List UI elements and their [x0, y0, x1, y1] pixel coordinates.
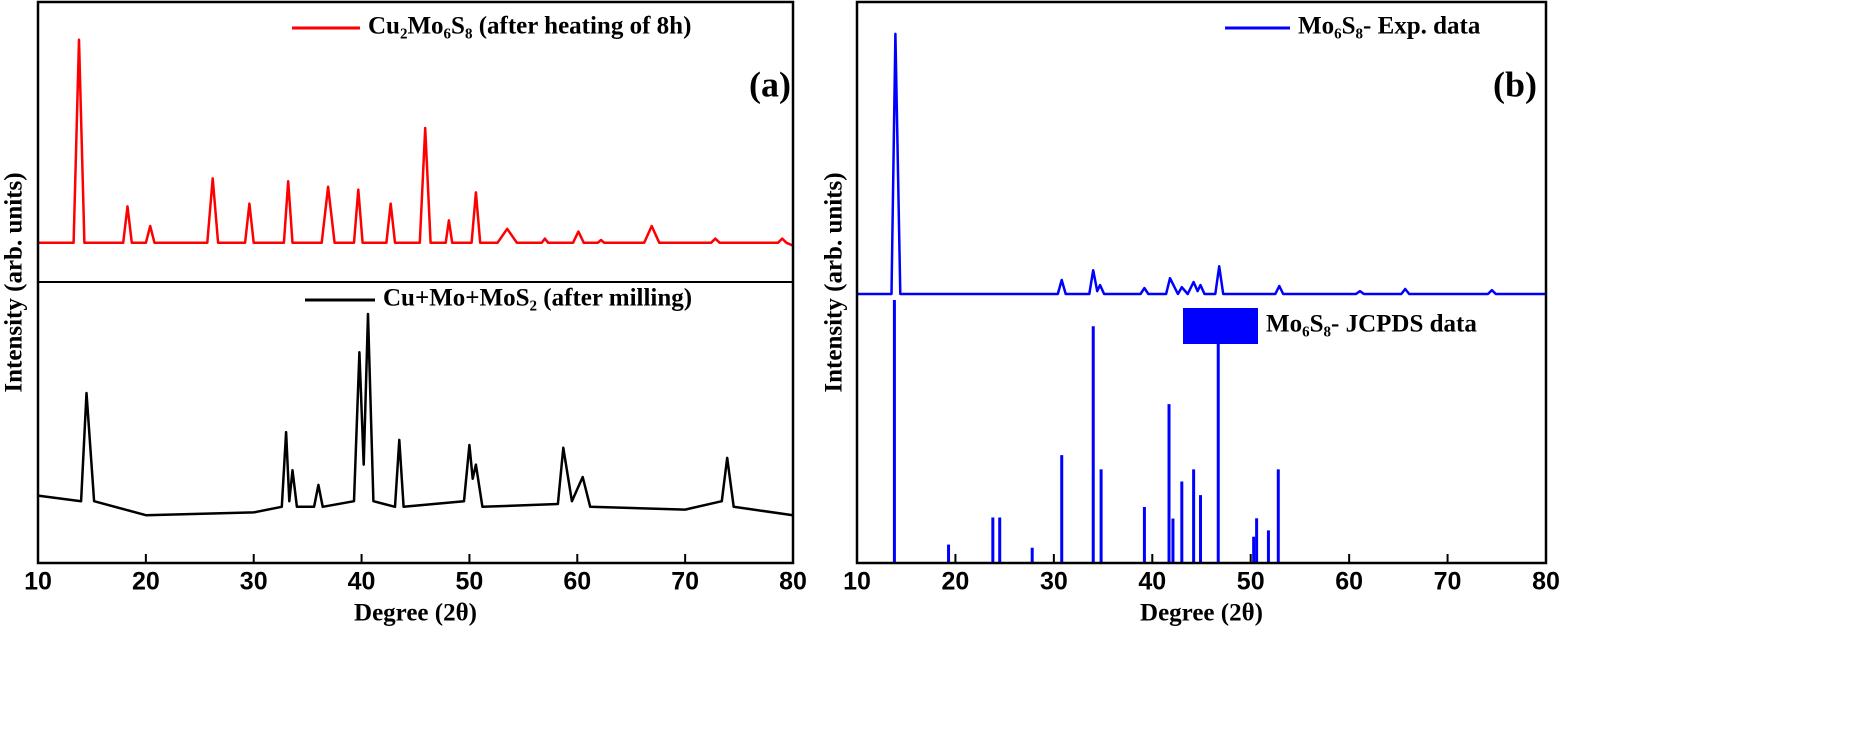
plot-frame: [855, 0, 1548, 565]
spectrum-line: [38, 38, 794, 247]
panel-label: (b): [1493, 64, 1537, 104]
x-tick-label: 80: [1532, 568, 1560, 596]
y-axis-label: Intensity (arb. units): [1, 172, 28, 392]
plot-frame: [36, 0, 795, 565]
x-tick-label: 50: [456, 568, 484, 596]
x-axis-label: Degree (2θ): [1140, 600, 1263, 627]
legend-label: Mo₆S₈- JCPDS data: [1266, 311, 1477, 338]
x-tick-label: 60: [563, 568, 591, 596]
x-tick-label: 10: [24, 568, 52, 596]
panel-label: (a): [749, 64, 791, 104]
x-tick-label: 40: [1138, 568, 1166, 596]
x-tick-label: 20: [132, 568, 160, 596]
x-tick-label: 30: [1040, 568, 1068, 596]
x-tick-label: 80: [779, 568, 807, 596]
spectrum-line: [37, 312, 794, 517]
legend-label: Cu+Mo+MoS₂ (after milling): [383, 285, 692, 312]
x-tick-label: 30: [240, 568, 268, 596]
x-tick-label: 20: [942, 568, 970, 596]
x-tick-label: 10: [843, 568, 871, 596]
x-axis-label: Degree (2θ): [354, 600, 477, 627]
x-tick-label: 50: [1237, 568, 1265, 596]
x-tick-label: 40: [348, 568, 376, 596]
x-tick-label: 60: [1335, 568, 1363, 596]
y-axis-label: Intensity (arb. units): [821, 172, 848, 392]
legend-label: Cu₂Mo₆S₈ (after heating of 8h): [368, 13, 691, 40]
spectrum-line: [857, 32, 1546, 296]
x-tick-label: 70: [671, 568, 699, 596]
x-tick-label: 70: [1434, 568, 1462, 596]
legend-label: Mo₆S₈- Exp. data: [1298, 13, 1481, 40]
legend-swatch: [1183, 308, 1258, 344]
